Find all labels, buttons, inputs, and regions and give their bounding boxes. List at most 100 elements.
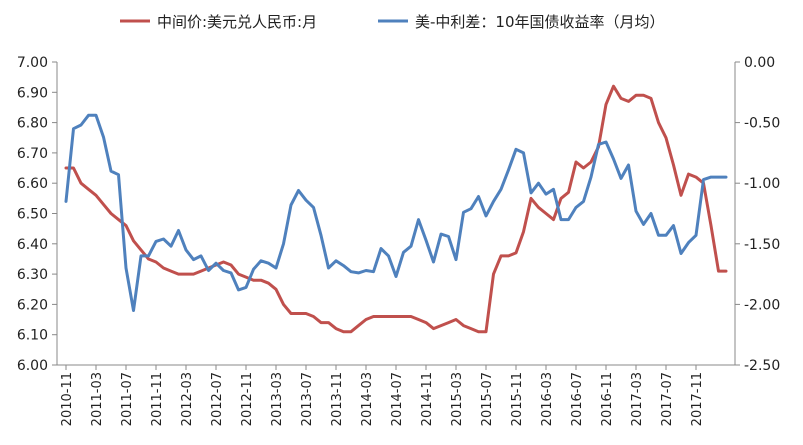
data-point-exchange-rate [605, 103, 607, 106]
data-point-yield-spread [575, 206, 577, 209]
data-point-exchange-rate [252, 279, 255, 282]
data-point-yield-spread [252, 268, 255, 271]
data-point-yield-spread [485, 215, 487, 217]
data-point-yield-spread [657, 234, 660, 237]
data-point-yield-spread [395, 275, 397, 278]
data-point-exchange-rate [477, 330, 480, 333]
series-line-exchange-rate [64, 84, 728, 334]
data-point-exchange-rate [470, 327, 472, 330]
right-tick-label: -2.00 [744, 297, 780, 313]
data-point-exchange-rate [297, 312, 300, 315]
data-point-yield-spread [612, 158, 615, 160]
data-point-yield-spread [605, 141, 607, 143]
data-point-exchange-rate [590, 161, 592, 163]
data-point-exchange-rate [260, 279, 262, 282]
data-point-yield-spread [387, 255, 390, 257]
data-point-yield-spread [717, 176, 720, 179]
data-point-yield-spread [635, 210, 637, 213]
left-tick-label: 6.20 [17, 297, 48, 313]
data-point-yield-spread [470, 207, 472, 210]
data-point-yield-spread [207, 269, 210, 272]
data-point-exchange-rate [582, 167, 585, 169]
data-point-exchange-rate [80, 182, 82, 185]
data-point-exchange-rate [485, 330, 487, 333]
series-line-yield-spread [64, 113, 728, 312]
data-point-yield-spread [245, 286, 247, 289]
x-tick-label: 2013-07 [300, 372, 315, 426]
axes [56, 62, 736, 366]
x-tick-label: 2017-11 [690, 372, 705, 426]
data-point-exchange-rate [147, 258, 150, 260]
data-point-exchange-rate [650, 97, 652, 100]
x-tick-label: 2013-11 [330, 372, 345, 426]
data-point-exchange-rate [380, 315, 382, 318]
data-point-yield-spread [417, 218, 420, 221]
data-point-yield-spread [342, 264, 345, 267]
data-point-yield-spread [545, 193, 547, 196]
data-point-exchange-rate [65, 167, 67, 169]
data-point-yield-spread [590, 176, 592, 179]
left-tick-label: 6.50 [17, 207, 48, 223]
data-point-exchange-rate [725, 270, 727, 272]
data-point-yield-spread [297, 189, 300, 192]
data-point-exchange-rate [132, 239, 135, 242]
data-point-exchange-rate [537, 206, 540, 209]
data-point-exchange-rate [657, 121, 660, 124]
data-point-yield-spread [140, 255, 142, 257]
x-tick-label: 2012-07 [210, 372, 225, 426]
data-point-exchange-rate [665, 136, 667, 139]
x-tick-label: 2014-11 [420, 372, 435, 426]
data-point-yield-spread [147, 255, 150, 257]
data-point-yield-spread [695, 234, 697, 237]
data-point-exchange-rate [245, 276, 247, 278]
data-point-exchange-rate [87, 188, 90, 191]
data-point-yield-spread [200, 255, 202, 257]
data-point-yield-spread [132, 309, 135, 312]
x-tick-label: 2017-07 [660, 372, 675, 426]
data-point-exchange-rate [102, 203, 105, 206]
data-point-yield-spread [432, 261, 435, 263]
data-point-yield-spread [162, 238, 165, 240]
data-point-yield-spread [440, 233, 442, 236]
left-tick-label: 6.00 [17, 358, 48, 374]
data-point-exchange-rate [417, 318, 420, 321]
data-point-yield-spread [500, 188, 502, 191]
left-tick-label: 6.30 [17, 267, 48, 283]
right-tick-label: -2.50 [744, 358, 780, 374]
data-point-yield-spread [552, 188, 555, 191]
data-point-exchange-rate [185, 273, 187, 275]
data-point-yield-spread [620, 177, 622, 180]
data-point-exchange-rate [342, 330, 345, 333]
data-point-yield-spread [477, 195, 480, 198]
data-point-exchange-rate [680, 194, 682, 197]
x-tick-label: 2016-07 [570, 372, 585, 426]
data-point-yield-spread [185, 249, 187, 251]
data-point-exchange-rate [672, 164, 675, 166]
data-point-exchange-rate [335, 327, 337, 330]
data-point-yield-spread [462, 211, 465, 214]
data-point-exchange-rate [312, 315, 315, 318]
data-point-exchange-rate [575, 161, 577, 163]
data-point-exchange-rate [162, 267, 165, 269]
data-point-yield-spread [95, 114, 97, 117]
series-layer [64, 84, 728, 334]
data-point-exchange-rate [357, 324, 360, 327]
data-point-exchange-rate [717, 270, 720, 272]
data-point-yield-spread [327, 267, 330, 269]
data-point-yield-spread [702, 178, 705, 181]
data-point-yield-spread [110, 170, 112, 173]
x-tick-label: 2015-11 [510, 372, 525, 426]
left-tick-label: 6.60 [17, 176, 48, 192]
data-point-exchange-rate [642, 94, 645, 97]
data-point-yield-spread [72, 127, 75, 130]
data-point-exchange-rate [545, 212, 547, 215]
data-point-exchange-rate [440, 324, 442, 327]
left-tick-label: 7.00 [17, 55, 48, 71]
data-point-exchange-rate [237, 273, 240, 275]
data-point-exchange-rate [612, 85, 615, 88]
data-point-exchange-rate [447, 321, 450, 324]
data-point-exchange-rate [432, 327, 435, 330]
data-point-exchange-rate [620, 97, 622, 100]
data-point-exchange-rate [192, 273, 195, 275]
x-tick-label: 2013-03 [270, 372, 285, 426]
